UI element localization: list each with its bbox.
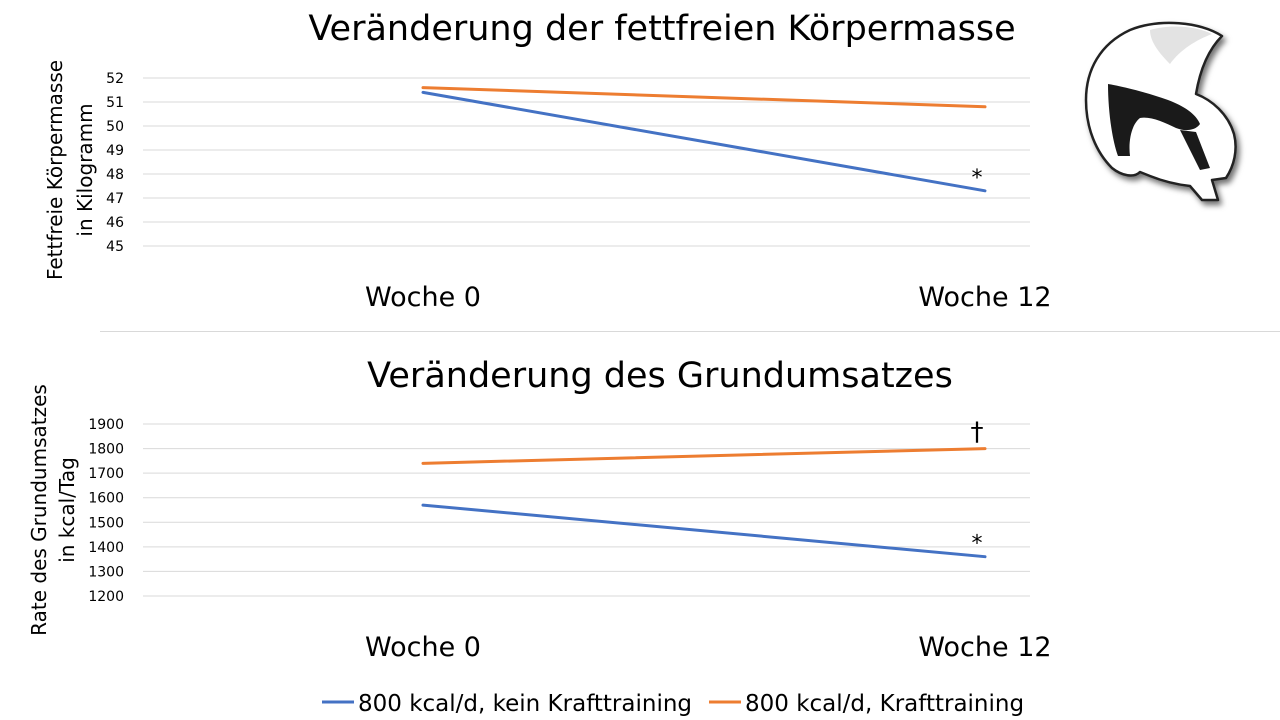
y-tick-label: 1700	[88, 466, 124, 482]
y-axis-label-line: Rate des Grundumsatzes	[27, 384, 51, 636]
y-axis-label-line: Fettfreie Körpermasse	[43, 60, 67, 280]
x-category-label: Woche 12	[918, 282, 1051, 313]
legend-label-blue: 800 kcal/d, kein Krafttraining	[358, 691, 692, 717]
y-tick-label: 1400	[88, 540, 124, 556]
y-tick-label: 1300	[88, 564, 124, 580]
significance-marker: †	[971, 418, 984, 448]
y-axis-label-line: in Kilogramm	[73, 103, 97, 236]
x-category-label: Woche 12	[918, 632, 1051, 663]
chart-title: Veränderung der fettfreien Körpermasse	[308, 9, 1015, 49]
significance-marker: *	[972, 166, 983, 191]
y-tick-label: 51	[106, 95, 124, 111]
chart-divider	[100, 331, 1280, 332]
legend: 800 kcal/d, kein Krafttraining 800 kcal/…	[322, 691, 1024, 717]
x-category-label: Woche 0	[365, 632, 481, 663]
y-tick-label: 50	[106, 119, 124, 135]
chart-basal-metabolic-rate: Veränderung des Grundumsatzes Rate des Gr…	[27, 356, 1052, 663]
y-tick-label: 49	[106, 143, 124, 159]
y-tick-label: 52	[106, 71, 124, 87]
y-tick-label: 1600	[88, 491, 124, 507]
y-tick-label: 1500	[88, 515, 124, 531]
y-tick-label: 1900	[88, 417, 124, 433]
chart-title: Veränderung des Grundumsatzes	[367, 356, 953, 396]
legend-label-orange: 800 kcal/d, Krafttraining	[745, 691, 1024, 717]
spartan-helmet-icon	[1084, 21, 1237, 202]
y-axis-label-line: in kcal/Tag	[55, 457, 79, 563]
series-line-blue	[421, 90, 987, 193]
y-tick-label: 1800	[88, 442, 124, 458]
y-tick-label: 47	[106, 191, 124, 207]
y-tick-label: 46	[106, 215, 124, 231]
y-tick-label: 45	[106, 239, 124, 255]
y-tick-label: 48	[106, 167, 124, 183]
y-tick-label: 1200	[88, 589, 124, 605]
chart-lean-body-mass: Veränderung der fettfreien Körpermasse Fe…	[43, 9, 1052, 313]
series-line-orange	[421, 86, 987, 109]
significance-marker: *	[972, 532, 983, 557]
series-line-orange	[421, 447, 987, 465]
x-category-label: Woche 0	[365, 282, 481, 313]
series-line-blue	[421, 503, 987, 559]
